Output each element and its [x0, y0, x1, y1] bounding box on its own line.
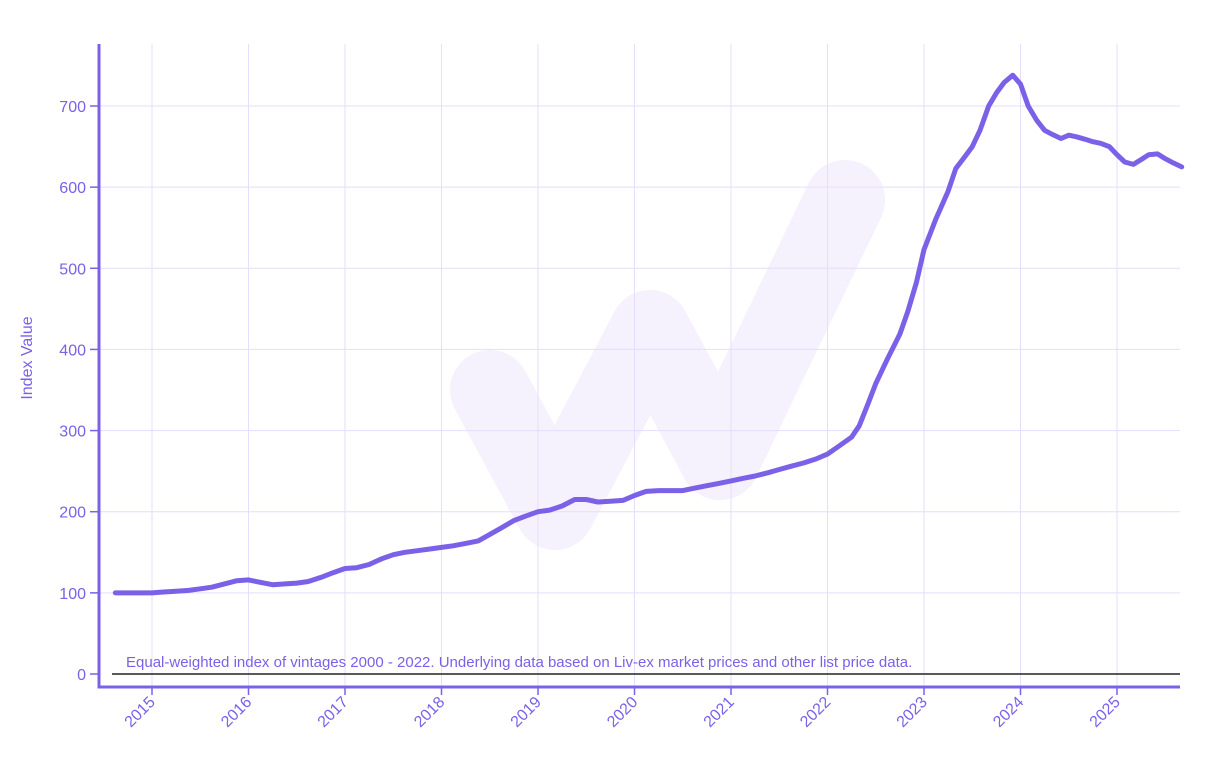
x-tick-label: 2020: [604, 694, 641, 731]
x-tick-label: 2024: [990, 694, 1027, 731]
x-tick-label: 2017: [315, 694, 352, 731]
y-tick-label: 300: [59, 424, 86, 441]
x-tick-label: 2018: [411, 694, 448, 731]
y-tick-label: 200: [59, 505, 86, 522]
x-tick-label: 2022: [797, 694, 834, 731]
watermark-stroke: [450, 160, 885, 550]
y-axis-title: Index Value: [19, 316, 36, 399]
x-tick-label: 2019: [508, 694, 545, 731]
y-tick-label: 700: [59, 99, 86, 116]
y-tick-label: 0: [77, 667, 86, 684]
watermark-logo: [450, 160, 885, 550]
x-tick-label: 2023: [894, 694, 931, 731]
y-tick-label: 400: [59, 342, 86, 359]
x-tick-label: 2015: [122, 694, 159, 731]
x-tick-label: 2021: [701, 694, 738, 731]
y-tick-label: 500: [59, 261, 86, 278]
grid-lines: [99, 44, 1180, 687]
y-tick-label: 600: [59, 180, 86, 197]
chart-note: Equal-weighted index of vintages 2000 - …: [126, 654, 912, 671]
y-tick-label: 100: [59, 586, 86, 603]
series-line: [112, 72, 1185, 596]
x-tick-label: 2016: [218, 694, 255, 731]
series-layer: [112, 72, 1185, 596]
x-tick-label: 2025: [1087, 694, 1124, 731]
